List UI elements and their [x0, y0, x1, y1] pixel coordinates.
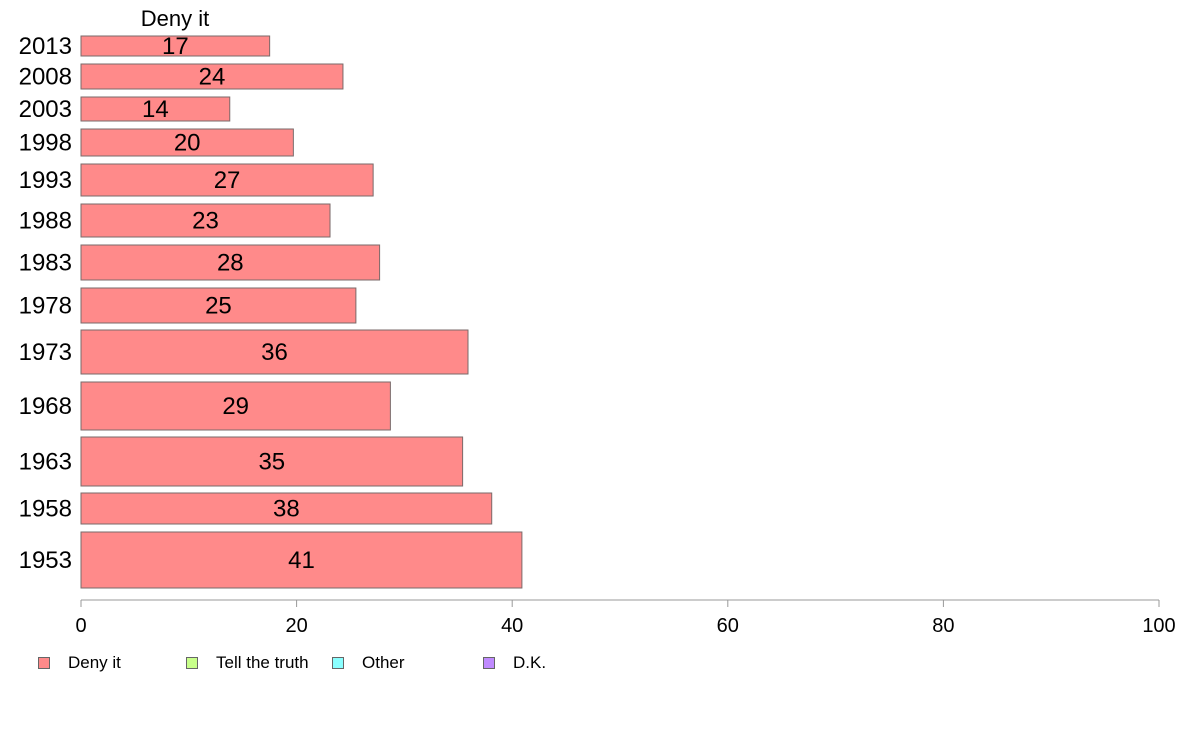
legend-item: D.K. [483, 653, 546, 673]
legend-label: Tell the truth [216, 653, 309, 672]
category-label-1993: 1993 [19, 167, 72, 194]
bar-1958 [80, 492, 493, 525]
data-label-2008: 24 [199, 64, 226, 91]
legend-label: Deny it [68, 653, 121, 672]
legend-swatch [38, 657, 50, 669]
bar-1983 [80, 244, 381, 281]
category-label-1988: 1988 [19, 208, 72, 235]
data-label-2003: 14 [142, 96, 169, 123]
category-label-1968: 1968 [19, 393, 72, 420]
legend-item: Deny it [38, 653, 121, 673]
data-label-1993: 27 [214, 167, 241, 194]
data-label-1958: 38 [273, 496, 300, 523]
bar-1988 [80, 203, 331, 238]
x-tick-label-40: 40 [501, 615, 523, 637]
category-label-1953: 1953 [19, 547, 72, 574]
bar-1978 [80, 287, 357, 324]
legend-swatch [186, 657, 198, 669]
legend: Deny it Tell the truth Other D.K. [38, 653, 638, 675]
bar-2003 [80, 96, 231, 122]
bar-1963 [80, 436, 464, 487]
legend-item: Tell the truth [186, 653, 309, 673]
legend-label: Other [362, 653, 405, 672]
x-tick-label-20: 20 [285, 615, 307, 637]
x-tick-label-80: 80 [932, 615, 954, 637]
x-axis: 0 20 40 60 80 100 [75, 599, 1176, 637]
category-label-1963: 1963 [19, 449, 72, 476]
bar-1973 [80, 329, 469, 375]
x-tick-label-0: 0 [75, 615, 86, 637]
data-label-2013: 17 [162, 33, 189, 60]
bar-1953 [80, 531, 523, 589]
legend-swatch [332, 657, 344, 669]
bar-1968 [80, 381, 391, 431]
category-label-2003: 2003 [19, 96, 72, 123]
legend-swatch [483, 657, 495, 669]
category-label-2008: 2008 [19, 64, 72, 91]
legend-label: D.K. [513, 653, 547, 672]
data-label-1973: 36 [261, 339, 288, 366]
bar-2013 [80, 35, 271, 57]
data-label-1968: 29 [222, 393, 249, 420]
category-label-1958: 1958 [19, 496, 72, 523]
data-label-1998: 20 [174, 130, 201, 157]
bar-1993 [80, 163, 374, 197]
x-tick-label-100: 100 [1142, 615, 1175, 637]
category-label-1983: 1983 [19, 250, 72, 277]
x-tick-label-60: 60 [717, 615, 739, 637]
series-title: Deny it [141, 6, 209, 31]
bar-2008 [80, 63, 344, 90]
category-label-2013: 2013 [19, 33, 72, 60]
data-label-1978: 25 [205, 293, 232, 320]
category-label-1973: 1973 [19, 339, 72, 366]
category-label-1978: 1978 [19, 293, 72, 320]
data-label-1953: 41 [288, 547, 315, 574]
category-label-1998: 1998 [19, 130, 72, 157]
data-label-1983: 28 [217, 250, 244, 277]
data-label-1963: 35 [258, 449, 285, 476]
data-label-1988: 23 [192, 208, 219, 235]
legend-item: Other [332, 653, 405, 673]
bars-group: 2013 17 2008 24 2003 14 1998 20 1993 27 1988 23 1983… [19, 33, 523, 589]
bar-1998 [80, 128, 294, 157]
